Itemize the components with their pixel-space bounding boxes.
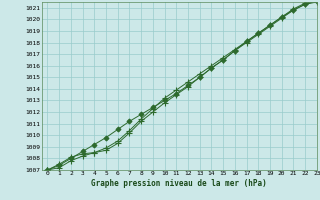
X-axis label: Graphe pression niveau de la mer (hPa): Graphe pression niveau de la mer (hPa) [91, 179, 267, 188]
